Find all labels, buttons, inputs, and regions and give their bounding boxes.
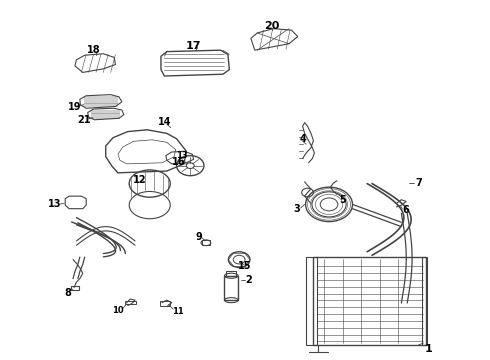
Text: 20: 20 <box>264 21 280 31</box>
Bar <box>224 276 238 300</box>
Text: 12: 12 <box>133 175 147 185</box>
Text: 18: 18 <box>87 45 100 55</box>
Bar <box>422 257 427 345</box>
Bar <box>314 257 426 345</box>
Text: 5: 5 <box>340 195 346 205</box>
Text: 14: 14 <box>158 117 171 127</box>
Bar <box>125 301 136 305</box>
Bar <box>202 240 210 245</box>
Text: 17: 17 <box>186 41 201 50</box>
Text: 2: 2 <box>245 275 252 285</box>
Bar <box>160 301 170 306</box>
Text: 9: 9 <box>195 232 202 242</box>
Text: 7: 7 <box>415 178 422 188</box>
Text: 13: 13 <box>48 199 61 210</box>
Text: 19: 19 <box>68 102 82 112</box>
Text: 15: 15 <box>238 261 252 271</box>
Text: 1: 1 <box>424 344 432 354</box>
Text: 6: 6 <box>403 206 410 216</box>
Text: 11: 11 <box>172 307 184 316</box>
Bar <box>306 257 317 345</box>
Text: 13: 13 <box>176 151 187 160</box>
Bar <box>226 271 236 276</box>
Text: 10: 10 <box>112 306 124 315</box>
Text: 16: 16 <box>172 157 186 167</box>
Bar <box>71 286 79 290</box>
Text: 21: 21 <box>77 115 91 125</box>
Text: 4: 4 <box>299 134 306 144</box>
Text: 8: 8 <box>65 288 72 298</box>
Text: 3: 3 <box>294 204 300 215</box>
